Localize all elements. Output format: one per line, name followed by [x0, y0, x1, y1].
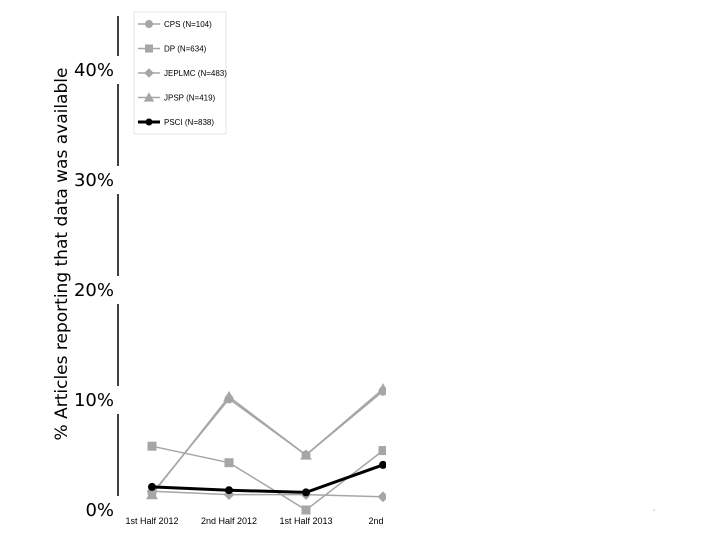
data-point-square — [378, 446, 386, 456]
y-tick-label: 0% — [85, 500, 114, 521]
data-point-triangle — [300, 449, 312, 460]
data-point-square — [147, 441, 157, 451]
data-point-circle — [302, 488, 310, 497]
series-line — [151, 490, 384, 498]
data-point-diamond — [144, 68, 154, 78]
y-tick-label: 10% — [74, 390, 114, 411]
legend: CPS (N=104) DP (N=634) JEPLMC (N=483) JPSP … — [133, 11, 227, 135]
data-point-circle — [379, 460, 386, 469]
data-point-square — [224, 458, 234, 468]
data-point-square — [145, 44, 153, 53]
data-point-diamond — [377, 491, 386, 503]
y-tick-label: 40% — [74, 60, 114, 81]
data-point-triangle — [143, 92, 155, 102]
data-point-circle — [225, 486, 233, 495]
data-point-square — [301, 505, 311, 515]
x-tick-label: 2nd Ha — [368, 516, 397, 526]
legend-entry-label: JEPLMC (N=483) — [164, 69, 227, 78]
y-axis: 0% 10% 20% 30% 40% — [74, 16, 119, 521]
legend-entry-label: PSCI (N=838) — [164, 118, 214, 127]
data-point-circle — [148, 482, 156, 491]
legend-entry-label: CPS (N=104) — [164, 20, 212, 29]
data-point-triangle — [377, 383, 386, 394]
x-tick-label: 1st Half 2013 — [279, 516, 332, 526]
y-tick-label: 20% — [74, 280, 114, 301]
mask-panel — [386, 0, 720, 540]
data-point-circle — [145, 118, 153, 126]
y-axis-label: % Articles reporting that data was avail… — [52, 68, 72, 441]
series-line — [151, 463, 384, 494]
x-axis: 1st Half 2012 2nd Half 2012 1st Half 2013 2… — [125, 516, 397, 526]
legend-entry-label: DP (N=634) — [164, 45, 207, 54]
x-tick-label: 1st Half 2012 — [125, 516, 178, 526]
data-point-triangle — [223, 390, 235, 402]
y-tick-label: 30% — [74, 170, 114, 191]
data-point-triangle — [146, 488, 158, 500]
x-tick-label: 2nd Half 2012 — [201, 516, 257, 526]
series-line — [151, 445, 384, 511]
series-group — [146, 383, 386, 515]
legend-entry-label: JPSP (N=419) — [164, 94, 216, 103]
series-line — [151, 388, 384, 496]
data-point-circle — [145, 20, 153, 28]
stray-dot — [653, 509, 655, 511]
